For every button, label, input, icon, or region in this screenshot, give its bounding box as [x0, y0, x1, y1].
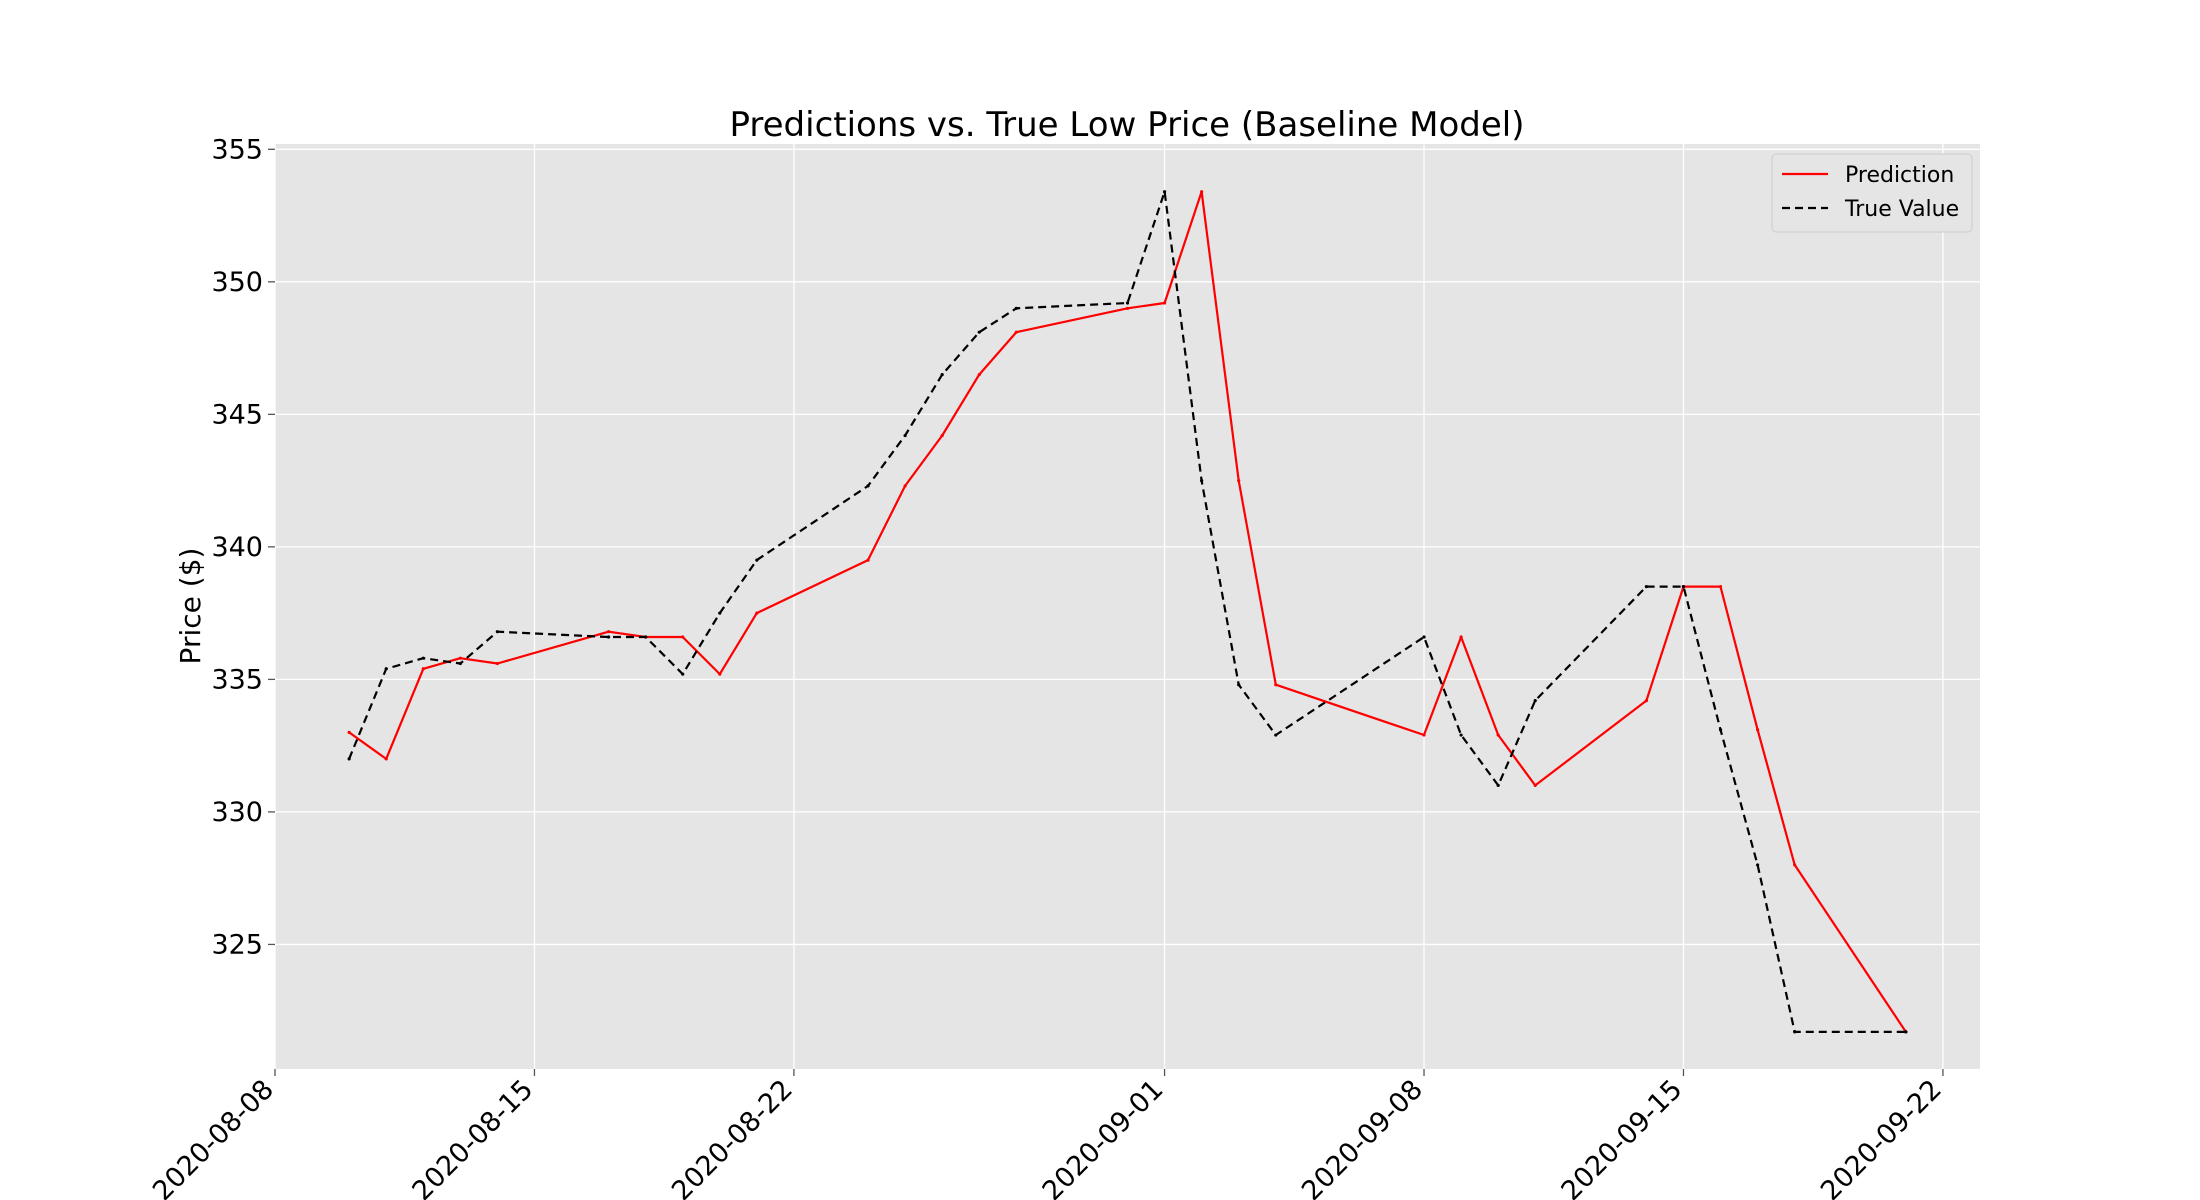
y-tick-label: 335	[211, 664, 263, 695]
data-point-true-value	[718, 611, 722, 615]
data-point-prediction	[718, 672, 722, 676]
data-point-true-value	[1125, 301, 1130, 305]
data-point-prediction	[1237, 479, 1241, 483]
data-point-prediction	[755, 611, 759, 615]
data-point-prediction	[1422, 733, 1426, 737]
series-layer	[347, 190, 1908, 1034]
data-point-true-value	[347, 757, 351, 761]
data-point-prediction	[1200, 190, 1204, 194]
data-point-true-value	[903, 433, 907, 438]
y-tick-label: 325	[211, 929, 263, 960]
x-tick-label: 2020-09-08	[1296, 1074, 1429, 1200]
plot-area	[275, 144, 1980, 1069]
y-tick-label: 345	[211, 399, 263, 430]
data-point-prediction	[1162, 301, 1167, 305]
data-point-prediction	[866, 558, 870, 562]
x-tick-label: 2020-08-15	[407, 1074, 540, 1200]
data-point-prediction	[347, 730, 351, 734]
data-point-prediction	[903, 484, 907, 488]
data-point-true-value	[384, 667, 388, 671]
data-point-true-value	[977, 330, 981, 334]
data-point-true-value	[1200, 479, 1204, 483]
data-point-true-value	[1237, 683, 1241, 687]
data-point-prediction	[1718, 585, 1723, 589]
data-point-prediction	[1274, 683, 1278, 687]
legend: Prediction True Value	[1771, 153, 1973, 233]
data-point-prediction	[1459, 635, 1463, 639]
data-point-prediction	[1014, 330, 1018, 334]
data-point-true-value	[1644, 585, 1649, 589]
data-point-true-value	[1162, 190, 1167, 194]
data-point-true-value	[1014, 306, 1018, 310]
legend-label-prediction: Prediction	[1845, 163, 1954, 188]
data-point-true-value	[1496, 783, 1500, 788]
data-point-prediction	[1533, 783, 1537, 788]
data-point-true-value	[681, 672, 685, 676]
y-tick-label: 330	[211, 797, 263, 828]
data-point-true-value	[1422, 635, 1426, 639]
data-point-prediction	[1644, 698, 1649, 703]
data-point-true-value	[1793, 1030, 1797, 1034]
series-line-true-value	[348, 190, 1906, 1034]
data-point-prediction	[940, 433, 944, 438]
data-point-prediction	[495, 661, 499, 666]
data-point-prediction	[977, 372, 981, 377]
data-point-prediction	[1496, 733, 1500, 737]
data-point-true-value	[1904, 1030, 1908, 1034]
data-point-true-value	[1756, 863, 1760, 867]
data-point-true-value	[866, 484, 870, 488]
data-point-true-value	[1533, 698, 1537, 703]
data-point-true-value	[940, 372, 944, 377]
y-tick-label: 340	[211, 532, 263, 563]
data-point-true-value	[1681, 585, 1686, 589]
data-point-true-value	[644, 635, 648, 639]
data-point-true-value	[1718, 728, 1723, 732]
data-point-true-value	[1459, 733, 1463, 737]
data-point-prediction	[681, 635, 685, 639]
data-point-prediction	[1793, 863, 1797, 867]
data-point-true-value	[606, 635, 611, 639]
data-point-true-value	[755, 558, 759, 562]
data-point-prediction	[458, 656, 462, 660]
chart-title: Predictions vs. True Low Price (Baseline…	[730, 105, 1525, 145]
data-point-prediction	[606, 630, 611, 634]
data-point-prediction	[1125, 306, 1130, 310]
data-point-true-value	[421, 656, 425, 660]
grid-lines	[274, 144, 1980, 1069]
y-axis-label: Price ($)	[174, 548, 207, 665]
x-tick-label: 2020-09-15	[1556, 1074, 1689, 1200]
x-tick-label: 2020-09-22	[1815, 1074, 1948, 1200]
y-tick-label: 350	[211, 267, 263, 298]
data-point-prediction	[421, 667, 425, 671]
data-point-true-value	[458, 661, 462, 666]
y-tick-label: 355	[211, 134, 263, 165]
legend-label-true-value: True Value	[1844, 197, 1959, 222]
x-tick-label: 2020-08-08	[147, 1074, 280, 1200]
data-point-prediction	[1756, 728, 1760, 732]
data-point-true-value	[1274, 733, 1278, 737]
data-point-prediction	[384, 757, 388, 761]
x-tick-label: 2020-08-22	[666, 1074, 799, 1200]
x-tick-label: 2020-09-01	[1037, 1074, 1170, 1200]
data-point-true-value	[495, 630, 499, 634]
